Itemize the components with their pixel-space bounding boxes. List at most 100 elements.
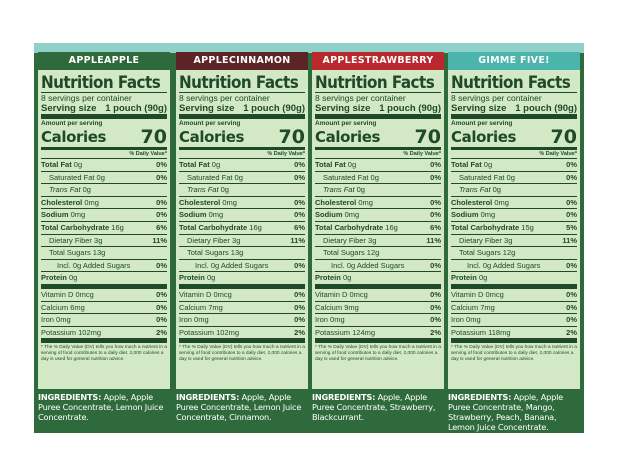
calories-label: Calories: [315, 128, 381, 146]
nutrient-name: Total Sugars 13g: [187, 247, 243, 259]
nutrient-label: Total Carbohydrate: [315, 222, 384, 232]
calories-value: 70: [414, 126, 441, 148]
nutrient-daily-value: 0%: [294, 315, 305, 325]
calories-label: Calories: [41, 128, 107, 146]
nutrition-label-sheet: APPLEAPPLE Nutrition Facts 8 servings per …: [34, 43, 584, 433]
nutrient-row: Total Fat 0g 0%: [41, 158, 167, 171]
serving-size: Serving size 1 pouch (90g): [41, 103, 167, 114]
nutrient-name: Total Carbohydrate 15g: [451, 222, 534, 234]
nutrient-amount: 0mg: [330, 315, 345, 325]
nutrient-amount: 124mg: [352, 327, 376, 337]
nutrient-name: Incl. 0g Added Sugars: [331, 260, 404, 272]
nutrient-name: Total Sugars 13g: [49, 247, 105, 259]
nutrient-label: Vitamin D: [451, 289, 484, 299]
nutrient-row: Protein 0g: [315, 271, 441, 284]
amount-per-serving: Amount per serving: [315, 120, 377, 127]
nutrient-row: Total Fat 0g 0%: [179, 158, 305, 171]
nutrient-row: Trans Fat 0g: [41, 183, 167, 196]
nutrient-amount: 12g: [502, 248, 516, 258]
divider: [41, 92, 167, 93]
nutrient-daily-value: 0%: [430, 210, 441, 220]
nutrient-amount: 3g: [368, 235, 377, 245]
nutrient-amount: 0g: [347, 160, 357, 169]
nutrient-row: Saturated Fat 0g 0%: [179, 170, 305, 184]
nutrient-daily-value: 6%: [156, 222, 167, 232]
nutrient-label: Protein: [179, 273, 205, 283]
nutrient-label: Total Sugars: [459, 248, 501, 258]
nutrient-amount: 9mg: [344, 302, 359, 312]
nutrition-facts-title: Nutrition Facts: [179, 73, 299, 92]
serving-size-value: 1 pouch (90g): [243, 103, 305, 114]
nutrient-name: Dietary Fiber 3g: [49, 235, 102, 247]
divider: [179, 338, 305, 344]
ingredients-list: Apple, Apple Puree Concentrate, Lemon Ju…: [176, 392, 302, 422]
nutrient-label: Sodium: [41, 210, 69, 220]
facts-body: Nutrition Facts 8 servings per container S…: [38, 73, 170, 363]
nutrient-label: Total Fat: [315, 160, 346, 169]
ingredients-list: Apple, Apple Puree Concentrate, Mango, S…: [448, 392, 563, 432]
nutrient-amount: 0mg: [344, 210, 360, 220]
divider: [315, 338, 441, 344]
nutrient-label: Sodium: [451, 210, 479, 220]
flavor-banner: APPLEAPPLE: [38, 52, 170, 70]
nutrient-label: Incl. 0g Added Sugars: [57, 260, 131, 270]
nutrient-label: Total Carbohydrate: [451, 222, 520, 232]
nutrient-name: Dietary Fiber 3g: [187, 235, 240, 247]
nutrient-name: Potassium 118mg: [451, 327, 511, 339]
nutrient-daily-value: 0%: [566, 197, 577, 207]
nutrient-name: Vitamin D 0mcg: [451, 289, 504, 301]
nutrient-amount: 0g: [483, 160, 493, 169]
serving-size-label: Serving size: [451, 103, 507, 114]
nutrient-amount: 7mg: [208, 302, 223, 312]
daily-value-header: % Daily Value*: [403, 151, 441, 157]
nutrient-daily-value: 11%: [562, 235, 577, 245]
nutrient-row: Incl. 0g Added Sugars 0%: [179, 258, 305, 272]
nutrient-daily-value: 0%: [566, 260, 577, 270]
nutrient-name: Incl. 0g Added Sugars: [195, 260, 268, 272]
nutrient-name: Total Fat 0g: [41, 159, 82, 171]
nutrient-row: Sodium 0mg 0%: [315, 208, 441, 221]
nutrient-label: Calcium: [451, 302, 479, 312]
nutrient-daily-value: 0%: [156, 289, 167, 299]
nutrient-daily-value: 0%: [430, 197, 441, 207]
nutrient-label: Iron: [315, 315, 328, 325]
nutrient-row: Potassium 102mg 2%: [179, 325, 305, 339]
ingredients-text: INGREDIENTS: Apple, Apple Puree Concentr…: [176, 392, 310, 422]
nutrient-label: Cholesterol: [179, 197, 221, 207]
nutrient-daily-value: 0%: [566, 315, 577, 325]
nutrient-label: Cholesterol: [41, 197, 83, 207]
nutrient-name: Saturated Fat 0g: [459, 172, 515, 184]
nutrient-label: Sodium: [179, 210, 207, 220]
nutrient-name: Calcium 6mg: [41, 302, 85, 314]
servings-per-container: 8 servings per container: [451, 93, 542, 103]
nutrition-panel: APPLECINNAMON Nutrition Facts 8 servings p…: [176, 52, 308, 389]
amount-per-serving: Amount per serving: [179, 120, 241, 127]
nutrient-amount: 0g: [506, 172, 515, 182]
nutrient-amount: 102mg: [216, 327, 240, 337]
nutrient-name: Iron 0mg: [179, 314, 209, 326]
nutrient-name: Incl. 0g Added Sugars: [57, 260, 130, 272]
nutrient-name: Calcium 9mg: [315, 302, 359, 314]
nutrient-amount: 16g: [385, 222, 398, 232]
nutrient-label: Calcium: [179, 302, 207, 312]
nutrient-name: Protein 0g: [41, 272, 77, 284]
daily-value-footnote: * The % Daily Value (DV) tells you how m…: [315, 345, 441, 362]
nutrient-name: Iron 0mg: [315, 314, 345, 326]
nutrient-label: Sodium: [315, 210, 343, 220]
nutrient-daily-value: 2%: [430, 327, 441, 337]
nutrient-name: Trans Fat 0g: [49, 184, 91, 196]
serving-size: Serving size 1 pouch (90g): [179, 103, 305, 114]
nutrient-amount: 0g: [220, 185, 229, 195]
nutrient-name: Trans Fat 0g: [323, 184, 365, 196]
nutrient-name: Dietary Fiber 3g: [459, 235, 512, 247]
nutrient-daily-value: 0%: [294, 172, 305, 182]
nutrient-label: Total Fat: [41, 160, 72, 169]
nutrient-name: Total Fat 0g: [451, 159, 492, 171]
nutrient-name: Potassium 102mg: [179, 327, 239, 339]
nutrient-amount: 0g: [478, 273, 488, 283]
nutrient-row: Iron 0mg 0%: [315, 313, 441, 326]
nutrient-daily-value: 11%: [290, 235, 305, 245]
nutrient-daily-value: 0%: [294, 160, 305, 169]
divider: [451, 147, 577, 150]
nutrient-row: Total Fat 0g 0%: [451, 158, 577, 171]
